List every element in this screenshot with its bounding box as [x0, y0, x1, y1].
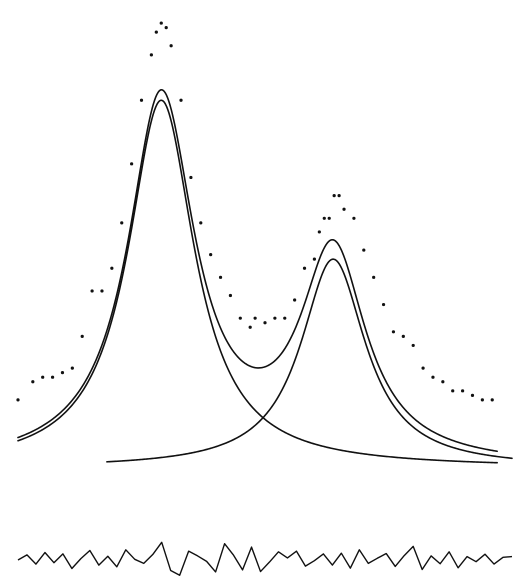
fit-envelope-curve: [17, 88, 498, 453]
data-point: [60, 371, 65, 375]
data-point: [80, 334, 84, 338]
data-point: [253, 316, 257, 320]
data-point: [16, 398, 20, 402]
data-point: [209, 253, 213, 257]
data-point: [228, 293, 233, 298]
data-point: [480, 398, 484, 402]
data-point: [451, 389, 455, 393]
data-point: [327, 216, 331, 220]
data-point: [149, 53, 153, 57]
data-point: [159, 21, 163, 25]
data-point: [461, 389, 465, 393]
data-point: [322, 216, 326, 220]
data-point: [332, 194, 336, 198]
residuals-trace: [17, 541, 513, 576]
data-point: [154, 30, 158, 34]
data-point: [401, 334, 405, 338]
data-point: [238, 316, 242, 320]
data-point: [31, 380, 35, 384]
data-point: [70, 366, 74, 370]
data-point: [50, 375, 55, 379]
data-point: [199, 221, 203, 225]
data-point: [139, 98, 144, 102]
residuals-panel: [17, 541, 513, 576]
data-point: [421, 366, 425, 370]
data-point: [273, 316, 277, 320]
data-point: [110, 266, 114, 270]
data-point: [362, 248, 366, 252]
data-point: [312, 257, 316, 261]
data-point: [317, 230, 321, 234]
data-point: [164, 26, 168, 30]
component-peak-1-curve: [17, 99, 498, 464]
data-point: [169, 44, 173, 48]
data-point: [441, 380, 445, 384]
data-point: [41, 375, 45, 379]
fit-plot: [16, 21, 513, 464]
data-point: [100, 289, 104, 293]
data-point: [302, 266, 307, 270]
data-point: [372, 275, 376, 279]
data-point: [337, 194, 341, 198]
data-point: [490, 398, 494, 402]
data-point: [283, 316, 287, 320]
data-point: [431, 375, 435, 379]
data-point: [293, 298, 297, 302]
data-point: [120, 221, 124, 225]
data-point: [381, 302, 386, 307]
data-point: [130, 162, 134, 166]
data-point: [218, 275, 223, 279]
data-points: [16, 21, 494, 402]
data-point: [248, 325, 252, 329]
data-point: [352, 216, 356, 220]
data-point: [90, 289, 94, 293]
data-point: [179, 98, 183, 102]
data-point: [189, 175, 193, 180]
data-point: [411, 343, 415, 348]
component-peak-2-curve: [106, 258, 513, 463]
data-point: [470, 393, 475, 397]
data-point: [263, 321, 267, 325]
data-point: [391, 330, 396, 334]
data-point: [342, 207, 346, 211]
